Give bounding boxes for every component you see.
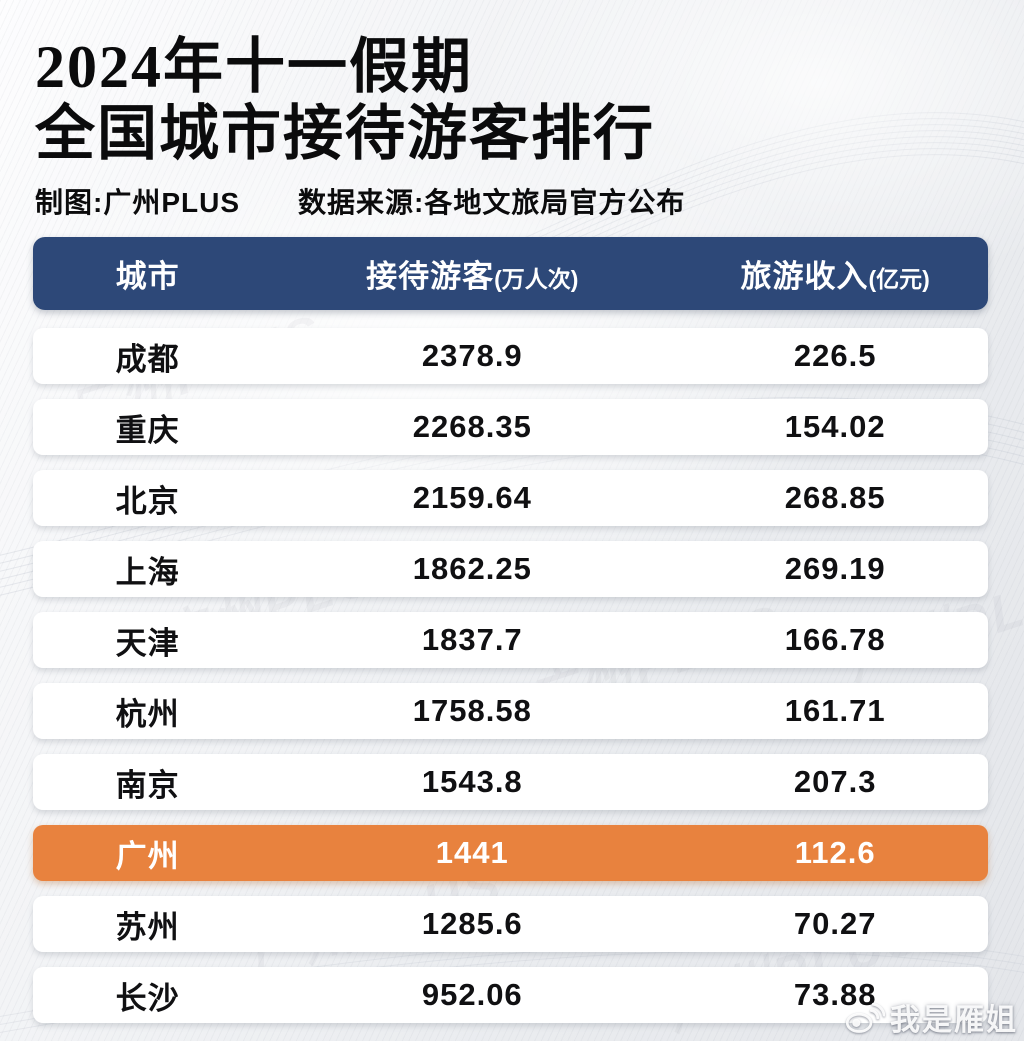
page-title: 2024年十一假期 全国城市接待游客排行 (35, 34, 685, 168)
table-row: 杭州 1758.58 161.71 (33, 683, 988, 739)
table-body: 成都 2378.9 226.5 重庆 2268.35 154.02 北京 215… (33, 328, 988, 1023)
table-row: 苏州 1285.6 70.27 (33, 896, 988, 952)
cell-city: 北京 (115, 483, 180, 519)
cell-visitors: 2268.35 (412, 409, 532, 444)
table-row: 重庆 2268.35 154.02 (33, 399, 988, 455)
cell-visitors: 2159.64 (412, 480, 532, 515)
cell-city: 长沙 (115, 980, 180, 1016)
cell-visitors: 1543.8 (421, 764, 523, 799)
cell-revenue: 269.19 (784, 551, 886, 586)
credit-label: 制图:广州PLUS (35, 187, 241, 218)
cell-city: 杭州 (115, 696, 180, 732)
cell-revenue: 166.78 (784, 622, 886, 657)
cell-city: 广州 (115, 838, 180, 874)
ranking-table: 城市 接待游客(万人次) 旅游收入(亿元) 成都 2378.9 226.5 重庆… (33, 237, 988, 1023)
cell-city: 苏州 (115, 909, 180, 945)
cell-revenue: 70.27 (793, 906, 877, 941)
cell-revenue: 207.3 (793, 764, 877, 799)
cell-revenue: 112.6 (794, 835, 876, 870)
cell-revenue: 154.02 (784, 409, 886, 444)
masthead: 2024年十一假期 全国城市接待游客排行 制图:广州PLUS 数据来源:各地文旅… (35, 34, 685, 221)
cell-visitors: 1862.25 (412, 551, 532, 586)
cell-city: 天津 (115, 625, 180, 661)
column-header-city: 城市 (33, 251, 262, 296)
table-row: 南京 1543.8 207.3 (33, 754, 988, 810)
cell-revenue: 161.71 (784, 693, 886, 728)
cell-city: 上海 (115, 554, 180, 590)
table-row: 上海 1862.25 269.19 (33, 541, 988, 597)
table-row: 北京 2159.64 268.85 (33, 470, 988, 526)
source-label: 数据来源:各地文旅局官方公布 (298, 187, 686, 218)
table-row: 广州 1441 112.6 (33, 825, 988, 881)
cell-city: 重庆 (115, 412, 180, 448)
cell-visitors: 1285.6 (421, 906, 523, 941)
cell-city: 成都 (115, 341, 180, 377)
cell-visitors: 2378.9 (421, 338, 523, 373)
cell-visitors: 1837.7 (421, 622, 523, 657)
cell-visitors: 952.06 (421, 977, 523, 1012)
cell-revenue: 226.5 (793, 338, 877, 373)
table-row: 长沙 952.06 73.88 (33, 967, 988, 1023)
title-line-2: 全国城市接待游客排行 (35, 101, 655, 167)
column-header-revenue-unit: (亿元) (868, 266, 930, 292)
cell-visitors: 1758.58 (412, 693, 532, 728)
table-header-row: 城市 接待游客(万人次) 旅游收入(亿元) (33, 237, 988, 310)
column-header-visitors-label: 接待游客 (366, 259, 495, 294)
column-header-visitors-unit: (万人次) (494, 266, 579, 292)
title-line-1: 2024年十一假期 (35, 34, 473, 100)
column-header-visitors: 接待游客(万人次) (262, 251, 682, 296)
subtitle: 制图:广州PLUS 数据来源:各地文旅局官方公布 (35, 181, 685, 221)
column-header-city-label: 城市 (115, 259, 180, 294)
cell-visitors: 1441 (435, 835, 509, 870)
cell-revenue: 73.88 (793, 977, 877, 1012)
column-header-revenue: 旅游收入(亿元) (682, 251, 988, 296)
table-row: 天津 1837.7 166.78 (33, 612, 988, 668)
cell-city: 南京 (115, 767, 180, 803)
table-row: 成都 2378.9 226.5 (33, 328, 988, 384)
column-header-revenue-label: 旅游收入 (740, 259, 869, 294)
cell-revenue: 268.85 (784, 480, 886, 515)
